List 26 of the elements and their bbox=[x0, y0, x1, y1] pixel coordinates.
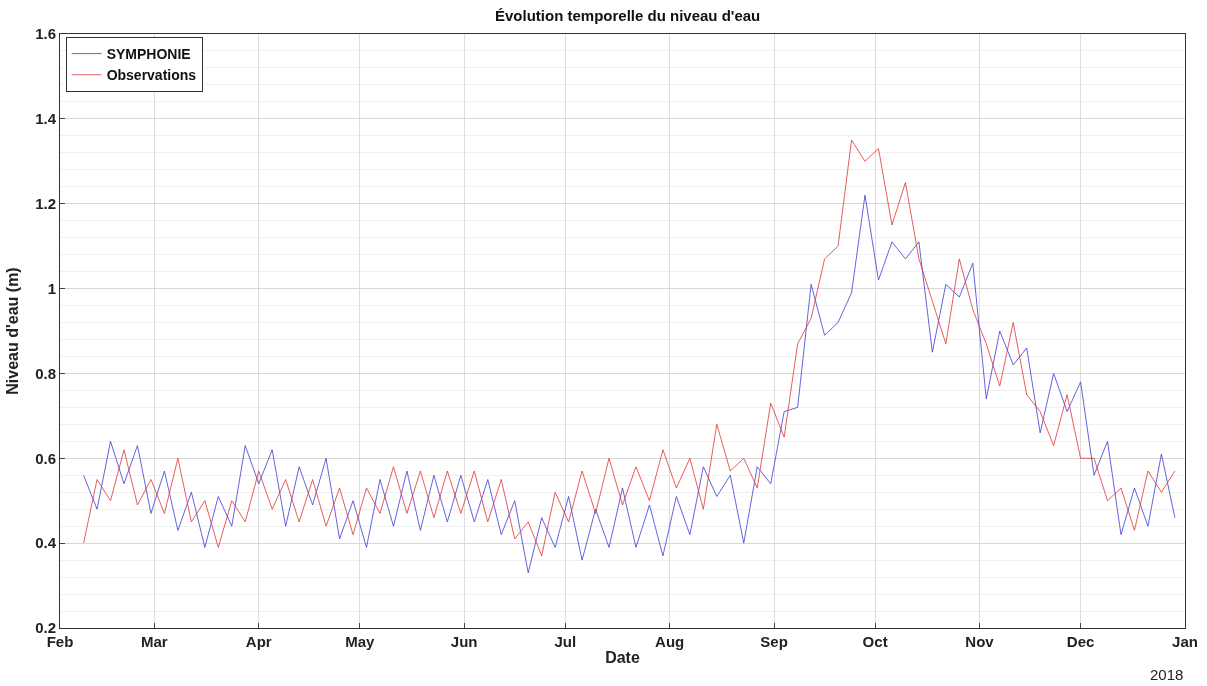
x-tick-label: Apr bbox=[245, 633, 272, 650]
y-tick-label: 1.4 bbox=[35, 110, 57, 128]
line-series bbox=[83, 194, 1176, 574]
x-tick-label: Aug bbox=[655, 633, 685, 650]
y-tick-label: 1.6 bbox=[35, 25, 56, 43]
x-tick-label: Dec bbox=[1066, 633, 1095, 650]
legend-label: Observations bbox=[106, 67, 197, 84]
y-axis-title: Niveau d'eau (m) bbox=[4, 267, 21, 395]
text: 2018 bbox=[1150, 666, 1184, 683]
legend-label: SYMPHONIE bbox=[106, 46, 191, 63]
x-tick-label: Nov bbox=[965, 633, 995, 650]
x-tick-label: Jul bbox=[554, 633, 577, 650]
y-tick-label: 1.2 bbox=[35, 194, 56, 212]
x-tick-label: Sep bbox=[760, 633, 788, 650]
x-tick-label: Mar bbox=[140, 633, 168, 650]
chart-title: Évolution temporelle du niveau d'eau bbox=[495, 6, 761, 24]
line-series bbox=[83, 139, 1176, 557]
x-tick-label: Oct bbox=[862, 633, 888, 650]
y-tick-label: 0.8 bbox=[35, 364, 56, 382]
y-tick-label: 0.4 bbox=[35, 534, 57, 552]
x-tick-label: Jan bbox=[1172, 633, 1198, 650]
x-tick-label: Jun bbox=[450, 633, 478, 650]
x-axis-title: Date bbox=[605, 648, 640, 666]
x-tick-label: May bbox=[345, 633, 376, 650]
y-tick-label: 1 bbox=[47, 279, 56, 297]
y-tick-label: 0.6 bbox=[35, 449, 56, 467]
